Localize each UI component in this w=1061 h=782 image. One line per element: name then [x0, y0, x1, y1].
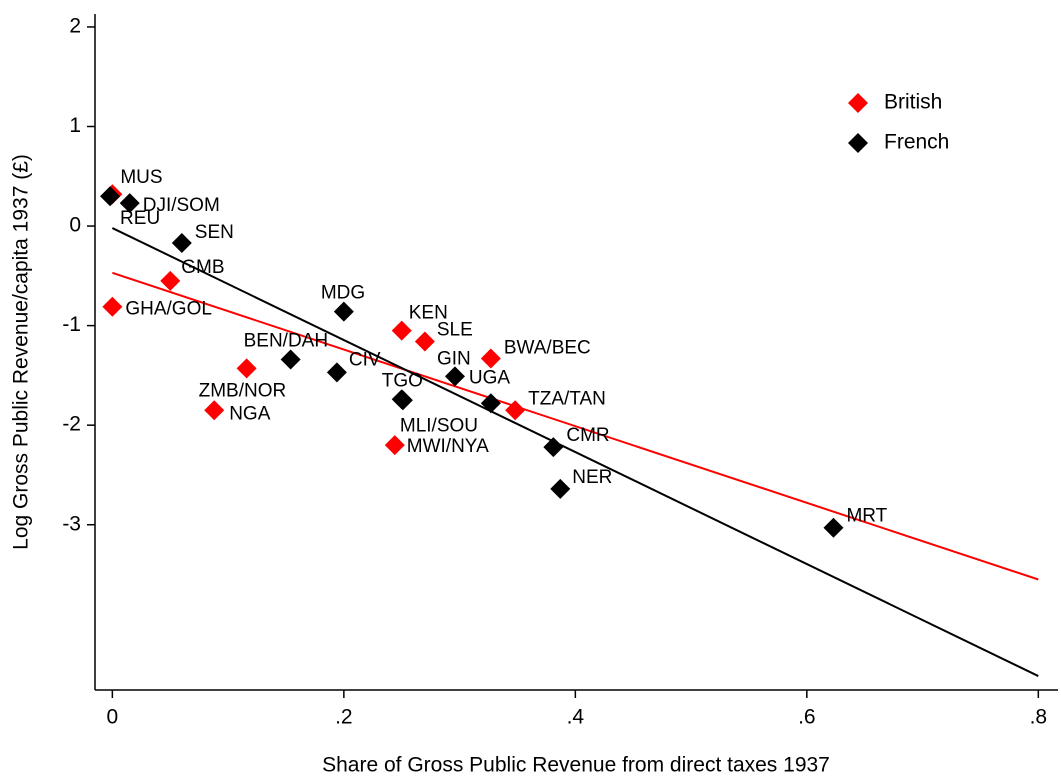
point	[280, 349, 301, 370]
point	[480, 348, 501, 369]
point	[444, 366, 465, 387]
point	[236, 358, 257, 379]
point-label: GHA/GOL	[125, 299, 212, 320]
x-axis-title: Share of Gross Public Revenue from direc…	[322, 754, 830, 777]
point	[505, 400, 526, 421]
legend-label: British	[884, 91, 942, 114]
point-label: UGA	[469, 367, 511, 388]
point-label: MUS	[120, 167, 162, 188]
y-tick-label: -2	[62, 413, 81, 436]
point-label: CIV	[349, 349, 381, 370]
x-tick-label: .8	[1030, 706, 1048, 729]
point-label: CMR	[566, 425, 609, 446]
point-label: BWA/BEC	[504, 337, 591, 358]
point-label: SLE	[437, 320, 473, 341]
y-axis-title: Log Gross Public Revenue/capita 1937 (£)	[10, 154, 33, 550]
point-label: TZA/TAN	[528, 388, 606, 409]
point	[480, 393, 501, 414]
legend-label: French	[884, 131, 949, 154]
point-label: REU	[120, 208, 160, 229]
point	[119, 193, 140, 214]
point	[160, 270, 181, 291]
y-tick-label: -3	[62, 512, 81, 535]
point-label: NER	[572, 467, 612, 488]
point	[392, 390, 413, 411]
x-tick-label: .2	[335, 706, 353, 729]
point	[550, 478, 571, 499]
y-tick-label: -1	[62, 313, 81, 336]
legend-marker	[848, 133, 868, 153]
point-label: SEN	[195, 222, 234, 243]
fit-line	[112, 271, 1039, 581]
point	[100, 186, 121, 207]
point-label: DJI/SOM	[143, 195, 220, 216]
x-tick-label: 0	[107, 706, 119, 729]
point	[333, 301, 354, 322]
x-tick-label: .4	[567, 706, 585, 729]
y-tick-label: 0	[69, 214, 81, 237]
point	[171, 232, 192, 253]
point-label: KEN	[409, 303, 448, 324]
point-label: MDG	[321, 283, 365, 304]
point-label: MLI/SOU	[400, 415, 478, 436]
point-label: MWI/NYA	[407, 436, 489, 457]
point	[326, 362, 347, 383]
fit-line	[111, 227, 1039, 677]
point-label: GMB	[181, 257, 224, 278]
x-tick-label: .6	[798, 706, 816, 729]
legend-marker	[848, 93, 868, 113]
point-label: BEN/DAH	[244, 330, 328, 351]
y-tick-label: 1	[69, 114, 81, 137]
point-label: TGO	[382, 370, 423, 391]
y-tick-label: 2	[69, 14, 81, 37]
point	[414, 331, 435, 352]
point-label: ZMB/NOR	[199, 380, 287, 401]
point	[823, 517, 844, 538]
point	[543, 437, 564, 458]
point	[102, 296, 123, 317]
point	[384, 435, 405, 456]
point-label: NGA	[229, 403, 270, 424]
point-label: MRT	[846, 506, 887, 527]
point-label: GIN	[437, 348, 471, 369]
point	[391, 320, 412, 341]
point	[204, 400, 225, 421]
